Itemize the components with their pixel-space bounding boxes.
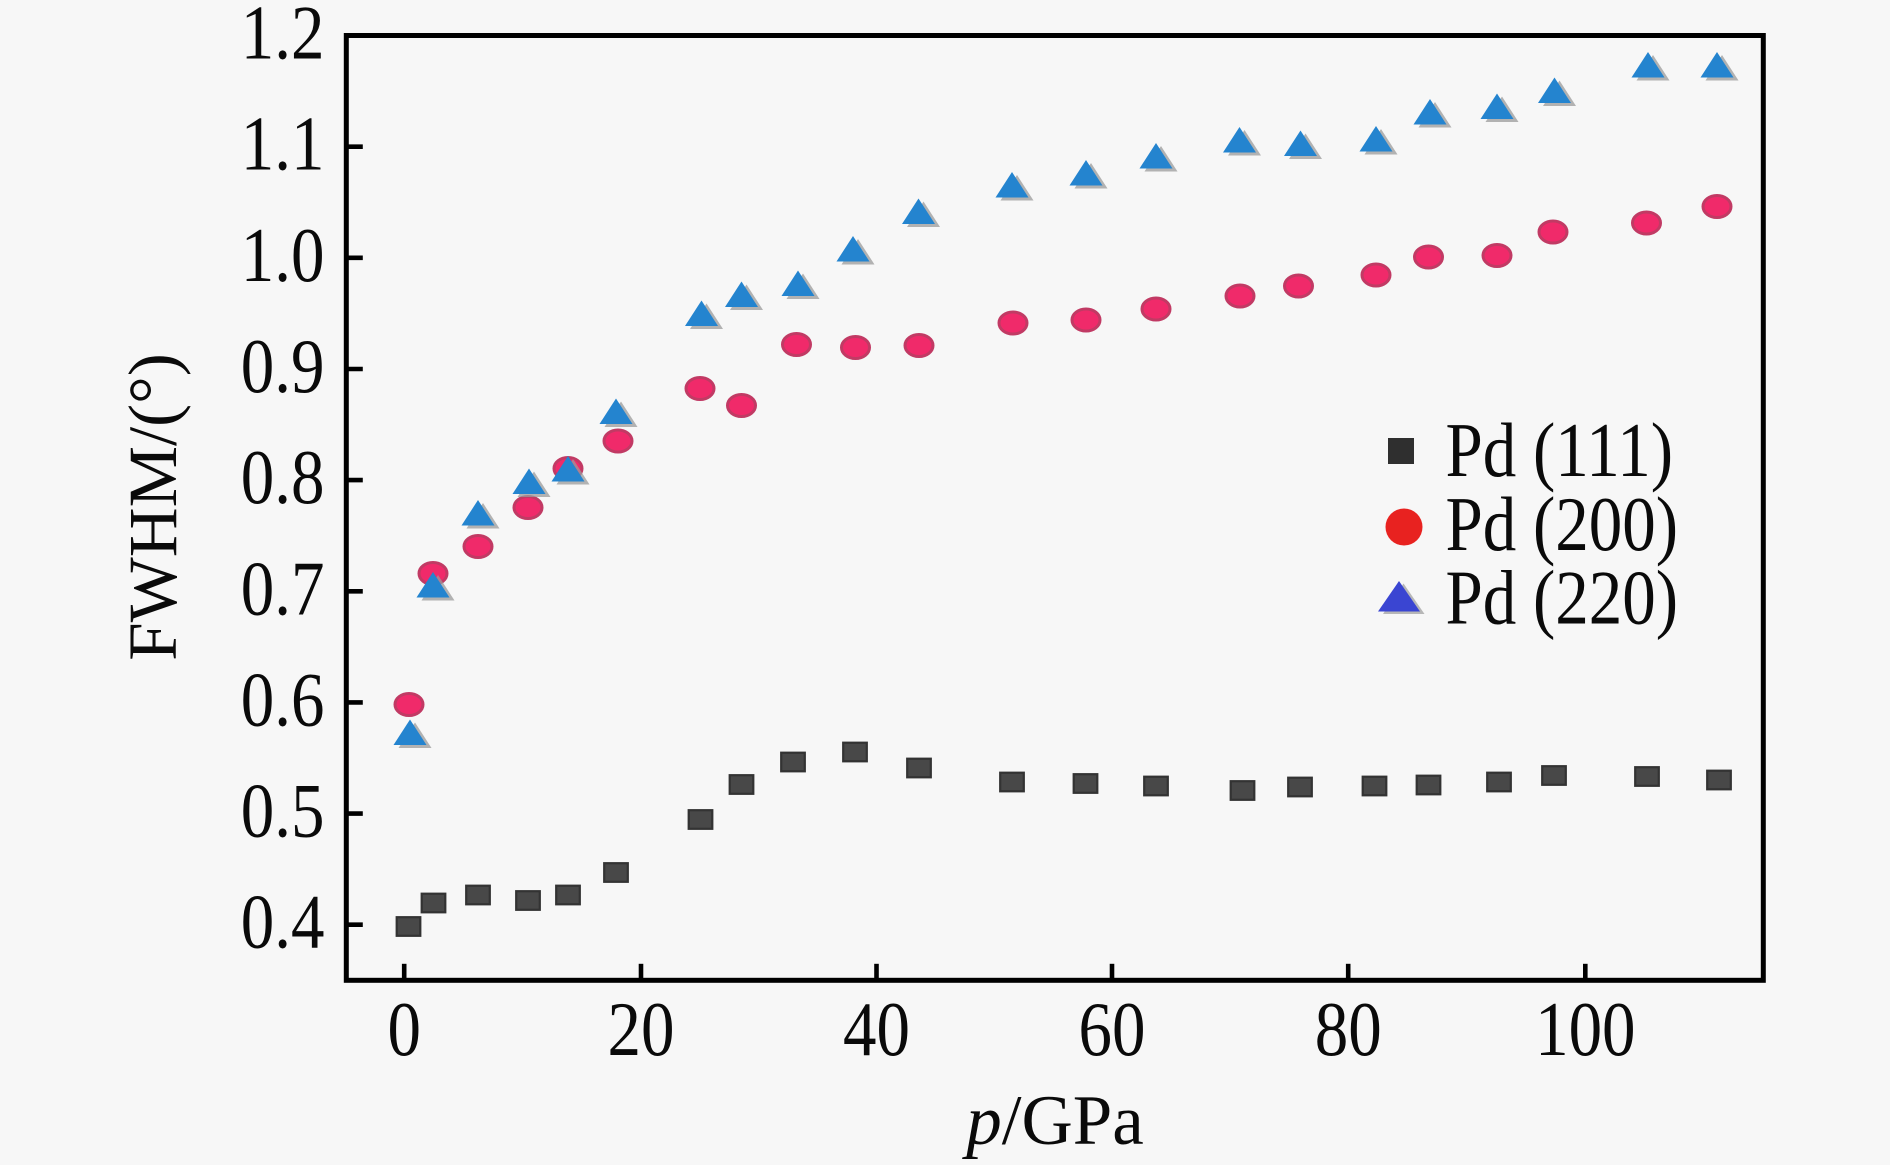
svg-text:40: 40 xyxy=(843,987,910,1072)
svg-text:0.5: 0.5 xyxy=(241,768,325,853)
svg-text:0.9: 0.9 xyxy=(241,324,325,409)
svg-text:0.8: 0.8 xyxy=(241,435,325,520)
svg-text:p/GPa: p/GPa xyxy=(961,1082,1144,1160)
svg-text:20: 20 xyxy=(608,987,675,1072)
svg-text:60: 60 xyxy=(1079,987,1146,1072)
svg-text:0: 0 xyxy=(387,987,420,1072)
svg-text:FWHM/(°): FWHM/(°) xyxy=(115,353,191,660)
svg-text:100: 100 xyxy=(1535,987,1635,1072)
svg-text:80: 80 xyxy=(1315,987,1382,1072)
svg-text:0.4: 0.4 xyxy=(241,879,325,964)
svg-text:Pd (111): Pd (111) xyxy=(1446,408,1674,493)
svg-text:1.2: 1.2 xyxy=(241,0,325,76)
svg-text:0.7: 0.7 xyxy=(241,546,325,631)
svg-text:0.6: 0.6 xyxy=(241,657,325,742)
svg-text:Pd (200): Pd (200) xyxy=(1446,482,1679,567)
svg-text:Pd (220): Pd (220) xyxy=(1446,555,1679,640)
svg-text:1.1: 1.1 xyxy=(241,101,325,186)
svg-text:1.0: 1.0 xyxy=(241,213,325,298)
